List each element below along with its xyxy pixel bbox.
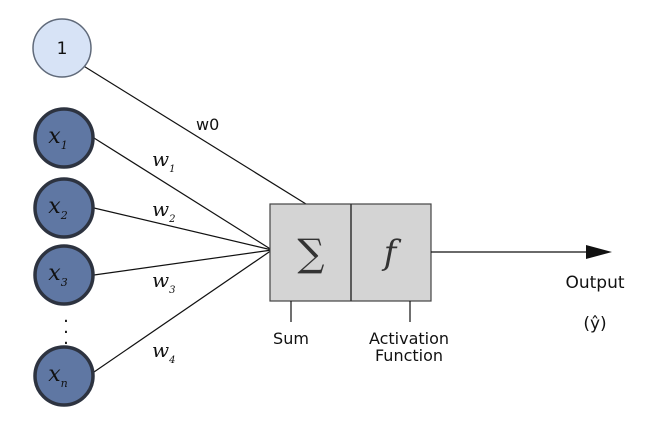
ellipsis-dot-2: . <box>63 317 69 338</box>
input-node-n-base: x <box>48 362 61 387</box>
input-node-3-sub: 3 <box>61 276 68 289</box>
input-node-1-circle <box>33 107 95 169</box>
sum-symbol: ∑ <box>297 231 324 275</box>
input-node-2-label: x2 <box>48 194 67 222</box>
weight-3-base: w <box>152 268 169 292</box>
input-ellipsis: . . . <box>63 306 69 349</box>
ellipsis-dot-1: . <box>63 306 69 327</box>
weight-3-sub: 3 <box>169 285 175 296</box>
weight-1-label: w1 <box>152 147 176 175</box>
input-3-connection-line <box>93 249 273 276</box>
bias-connection-line <box>81 64 307 205</box>
bias-node-label: 1 <box>57 39 68 59</box>
input-node-1-sub: 1 <box>61 139 68 152</box>
input-1-connection-line <box>93 137 273 251</box>
bias-node <box>32 18 92 78</box>
weight-3-label: w3 <box>152 268 176 296</box>
weight-1-base: w <box>152 147 169 171</box>
weight-2-sub: 2 <box>168 214 175 225</box>
activation-label-line2: Function <box>375 346 443 365</box>
input-node-n-label: xn <box>48 362 68 390</box>
input-node-3-circle <box>33 244 95 306</box>
weight-4-label: w4 <box>152 338 176 366</box>
input-node-n-circle <box>33 345 95 407</box>
ellipsis-dot-3: . <box>63 328 69 349</box>
output-symbol: (ŷ) <box>583 314 606 334</box>
weight-1-sub: 1 <box>169 164 175 175</box>
input-2-connection-line <box>93 207 273 251</box>
input-node-1-base: x <box>48 124 61 149</box>
input-node-n-sub: n <box>61 377 68 390</box>
input-node-3-label: x3 <box>48 261 67 289</box>
input-node-2: x2 <box>33 177 95 239</box>
weight-4-base: w <box>152 338 169 362</box>
output-label: Output <box>565 273 624 293</box>
sum-label: Sum <box>273 329 309 348</box>
weight-4-sub: 4 <box>168 355 175 366</box>
input-node-1: x1 <box>33 107 95 169</box>
input-node-2-sub: 2 <box>60 209 68 222</box>
input-node-2-base: x <box>48 194 61 219</box>
input-node-2-circle <box>33 177 95 239</box>
weight-2-label: w2 <box>152 197 176 225</box>
output-arrowhead-icon <box>586 245 612 259</box>
activation-label-line1: Activation <box>369 329 449 348</box>
input-node-3: x3 <box>33 244 95 306</box>
input-node-1-label: x1 <box>48 124 67 152</box>
input-n-connection-line <box>93 249 273 373</box>
weight-2-base: w <box>152 197 169 221</box>
bias-weight-label: w0 <box>196 115 219 134</box>
input-node-n: xn <box>33 345 95 407</box>
input-node-3-base: x <box>48 261 61 286</box>
